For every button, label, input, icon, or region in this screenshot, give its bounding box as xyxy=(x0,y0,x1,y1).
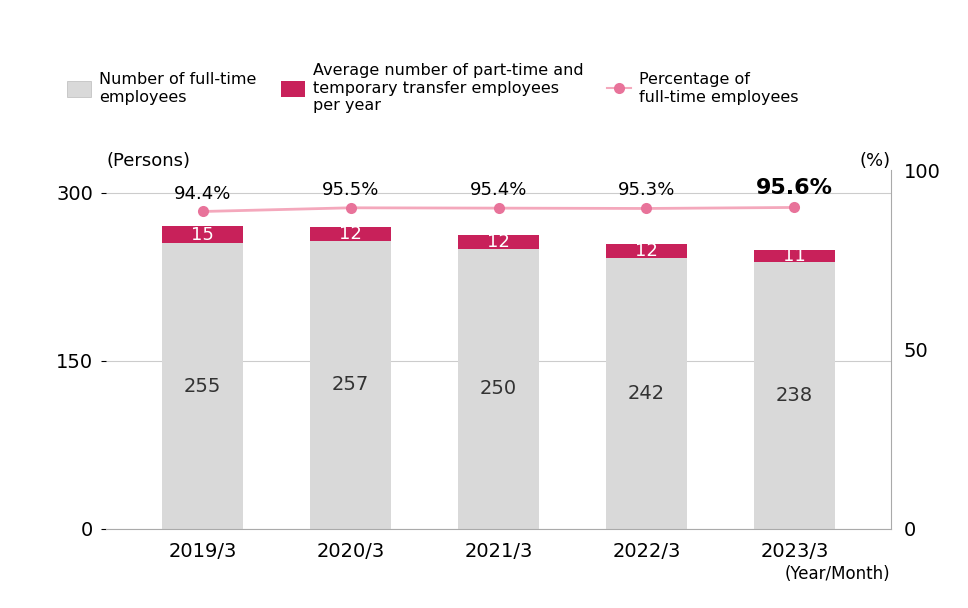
Bar xyxy=(606,258,687,529)
Bar xyxy=(754,262,835,529)
Text: 95.3%: 95.3% xyxy=(618,182,675,199)
Bar xyxy=(310,241,391,529)
Text: 255: 255 xyxy=(184,376,222,396)
Text: 95.4%: 95.4% xyxy=(469,181,528,199)
Bar xyxy=(162,226,243,243)
Text: 94.4%: 94.4% xyxy=(174,184,231,202)
Text: 15: 15 xyxy=(192,226,214,244)
Text: 11: 11 xyxy=(783,247,805,265)
Text: 95.5%: 95.5% xyxy=(322,181,379,199)
Text: 257: 257 xyxy=(332,375,369,395)
Text: (Persons): (Persons) xyxy=(106,152,191,170)
Text: 238: 238 xyxy=(775,386,813,405)
Text: (Year/Month): (Year/Month) xyxy=(785,565,891,583)
Text: 12: 12 xyxy=(635,242,658,260)
Bar xyxy=(458,249,539,529)
Text: 250: 250 xyxy=(480,379,517,398)
Bar xyxy=(458,235,539,249)
Text: 12: 12 xyxy=(487,233,510,251)
Bar xyxy=(754,250,835,262)
Text: (%): (%) xyxy=(860,152,891,170)
Bar xyxy=(606,244,687,258)
Legend: Number of full-time
employees, Average number of part-time and
temporary transfe: Number of full-time employees, Average n… xyxy=(68,63,799,113)
Bar xyxy=(162,243,243,529)
Text: 95.6%: 95.6% xyxy=(756,179,832,198)
Text: 242: 242 xyxy=(628,384,665,403)
Bar xyxy=(310,227,391,241)
Text: 12: 12 xyxy=(339,225,362,243)
